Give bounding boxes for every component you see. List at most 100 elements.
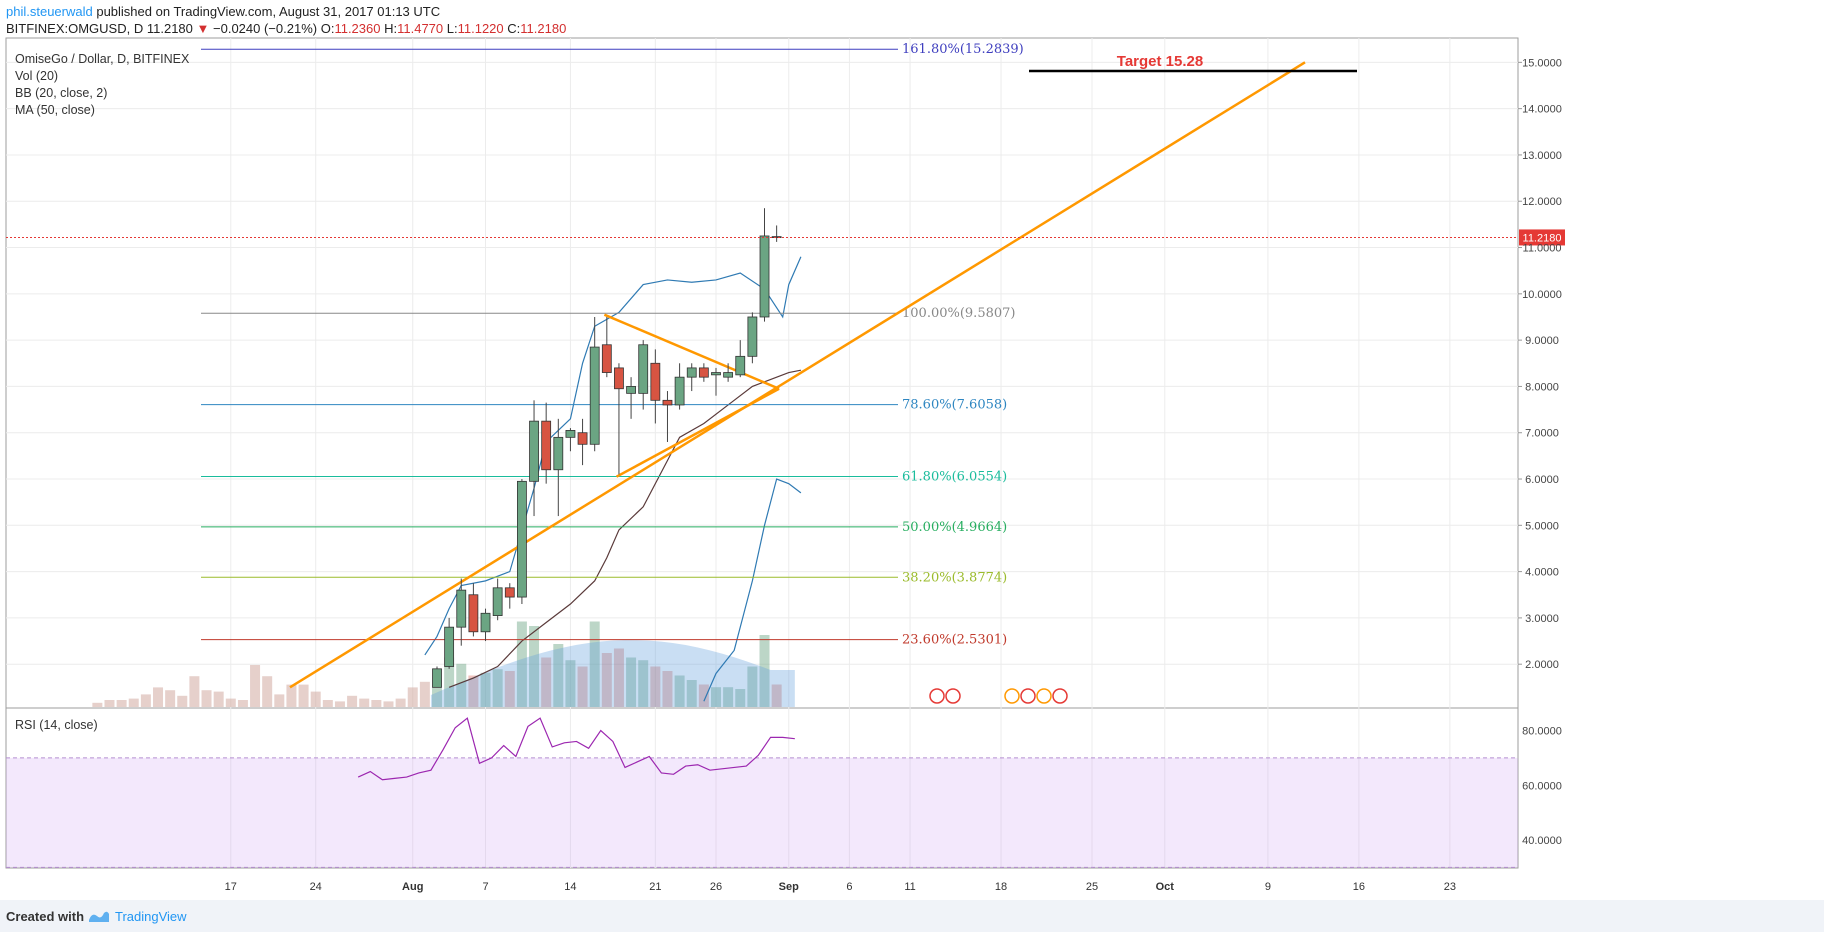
fib-label-5: 38.20%(3.8774): [902, 570, 1007, 585]
time-axis-label-9: 11: [904, 881, 915, 893]
candle-body-19: [662, 399, 673, 406]
volume-bar-27: [759, 635, 770, 707]
rsi-pane-frame: [5, 707, 1519, 869]
time-axis-label-5: 21: [649, 881, 661, 893]
tradingview-brand[interactable]: TradingView: [115, 909, 187, 924]
legend-moving-average[interactable]: MA (50, close): [15, 103, 95, 117]
candle-body-25: [735, 355, 746, 376]
volume-bar-7: [516, 621, 527, 707]
last-price-box: [1519, 229, 1565, 246]
last-price-label: 11.2180: [1523, 232, 1562, 244]
moving-average-line: [448, 369, 802, 688]
publish-info: phil.steuerwald published on TradingView…: [6, 4, 440, 19]
price-axis-label-11: 4.0000: [1525, 567, 1559, 579]
time-axis-label-8: 6: [846, 881, 852, 893]
candle-body-24: [723, 372, 734, 378]
volume-bar-prior-11: [225, 698, 236, 707]
volume-bar-18: [650, 666, 661, 707]
symbol: BITFINEX:OMGUSD, D: [6, 21, 144, 36]
price-axis-label-12: 3.0000: [1525, 613, 1559, 625]
volume-bar-13: [589, 621, 600, 707]
candle-body-17: [638, 344, 649, 394]
rsi-axis-label-2: 40.0000: [1522, 835, 1562, 847]
volume-bar-12: [577, 666, 588, 707]
volume-bar-prior-18: [310, 691, 321, 707]
candle-body-5: [492, 587, 503, 616]
candle-body-8: [529, 420, 539, 482]
rsi-line: [357, 717, 795, 781]
price-axis-label-5: 10.0000: [1522, 289, 1562, 301]
trendline-descending: [603, 313, 780, 390]
volume-bar-19: [662, 671, 673, 707]
volume-bar-prior-15: [274, 694, 285, 707]
volume-bar-prior-22: [359, 698, 370, 707]
fib-label-0: 161.80%(15.2839): [902, 42, 1024, 57]
candle-body-9: [541, 420, 552, 471]
down-arrow-icon: ▼: [196, 21, 210, 36]
candle-body-21: [686, 367, 697, 378]
legend-title[interactable]: OmiseGo / Dollar, D, BITFINEX: [15, 52, 190, 66]
candle-body-7: [517, 480, 527, 598]
volume-bar-25: [735, 689, 746, 707]
price-axis-label-10: 5.0000: [1525, 520, 1559, 532]
volume-bar-6: [504, 671, 515, 707]
candle-body-2: [456, 589, 467, 628]
legend-volume[interactable]: Vol (20): [15, 69, 59, 83]
author-link[interactable]: phil.steuerwald: [6, 4, 93, 19]
fib-label-3: 61.80%(6.0554): [902, 469, 1007, 484]
candle-body-18: [650, 362, 661, 401]
price-axis-label-3: 12.0000: [1522, 196, 1562, 208]
high-value: 11.4770: [397, 21, 444, 36]
time-axis-label-3: 7: [482, 881, 488, 893]
legend-bollinger[interactable]: BB (20, close, 2): [15, 86, 108, 100]
candle-body-15: [614, 367, 624, 390]
candle-body-14: [601, 344, 612, 373]
rsi-band: [6, 757, 1518, 868]
candle-body-22: [698, 367, 709, 378]
time-axis-label-4: 14: [564, 881, 576, 893]
volume-bar-10: [553, 644, 564, 707]
volume-bar-prior-5: [153, 687, 164, 707]
volume-bar-prior-10: [213, 691, 224, 707]
open-value: 11.2360: [334, 21, 381, 36]
candle-body-11: [565, 430, 576, 438]
volume-bar-prior-8: [189, 676, 200, 707]
event-badge-icon-3: [1020, 688, 1036, 704]
candle-body-23: [711, 372, 721, 376]
price-axis-label-4: 11.0000: [1523, 243, 1562, 255]
time-axis-label-0: 17: [225, 881, 237, 893]
price-axis-label-13: 2.0000: [1525, 659, 1559, 671]
candle-body-13: [589, 346, 600, 445]
price-axis-label-8: 7.0000: [1525, 428, 1559, 440]
footer: Created with TradingView: [0, 900, 1824, 932]
high-label: H:: [384, 21, 398, 36]
volume-bar-24: [723, 687, 734, 707]
volume-bar-17: [638, 660, 649, 707]
fib-label-2: 78.60%(7.6058): [902, 398, 1007, 413]
legend-rsi[interactable]: RSI (14, close): [15, 718, 98, 732]
last-price: 11.2180: [146, 21, 193, 36]
volume-bar-11: [565, 660, 576, 707]
candle-body-27: [759, 235, 770, 318]
volume-bar-prior-0: [92, 702, 103, 707]
price-axis-label-1: 14.0000: [1522, 104, 1562, 116]
volume-bar-26: [747, 666, 758, 707]
price-axis-label-2: 13.0000: [1522, 150, 1562, 162]
volume-bar-5: [492, 669, 503, 707]
time-axis-label-15: 23: [1444, 881, 1456, 893]
candle-body-26: [747, 316, 758, 357]
candle-body-3: [468, 594, 479, 633]
volume-bar-prior-20: [334, 701, 345, 707]
chart-canvas[interactable]: 161.80%(15.2839) 100.00%(9.5807) 78.60%(7.…: [0, 0, 1824, 900]
volume-bar-prior-4: [140, 694, 151, 707]
candle-body-6: [504, 587, 515, 598]
volume-bar-21: [686, 680, 697, 707]
candle-body-28: [771, 236, 782, 239]
volume-bar-9: [541, 657, 552, 707]
event-badge-icon-4: [1036, 688, 1052, 704]
symbol-info: BITFINEX:OMGUSD, D 11.2180 ▼ −0.0240 (−0…: [6, 21, 566, 36]
volume-bar-23: [710, 687, 721, 707]
volume-bar-prior-16: [286, 684, 297, 707]
time-axis-label-11: 25: [1086, 881, 1098, 893]
volume-bar-3: [468, 675, 479, 707]
